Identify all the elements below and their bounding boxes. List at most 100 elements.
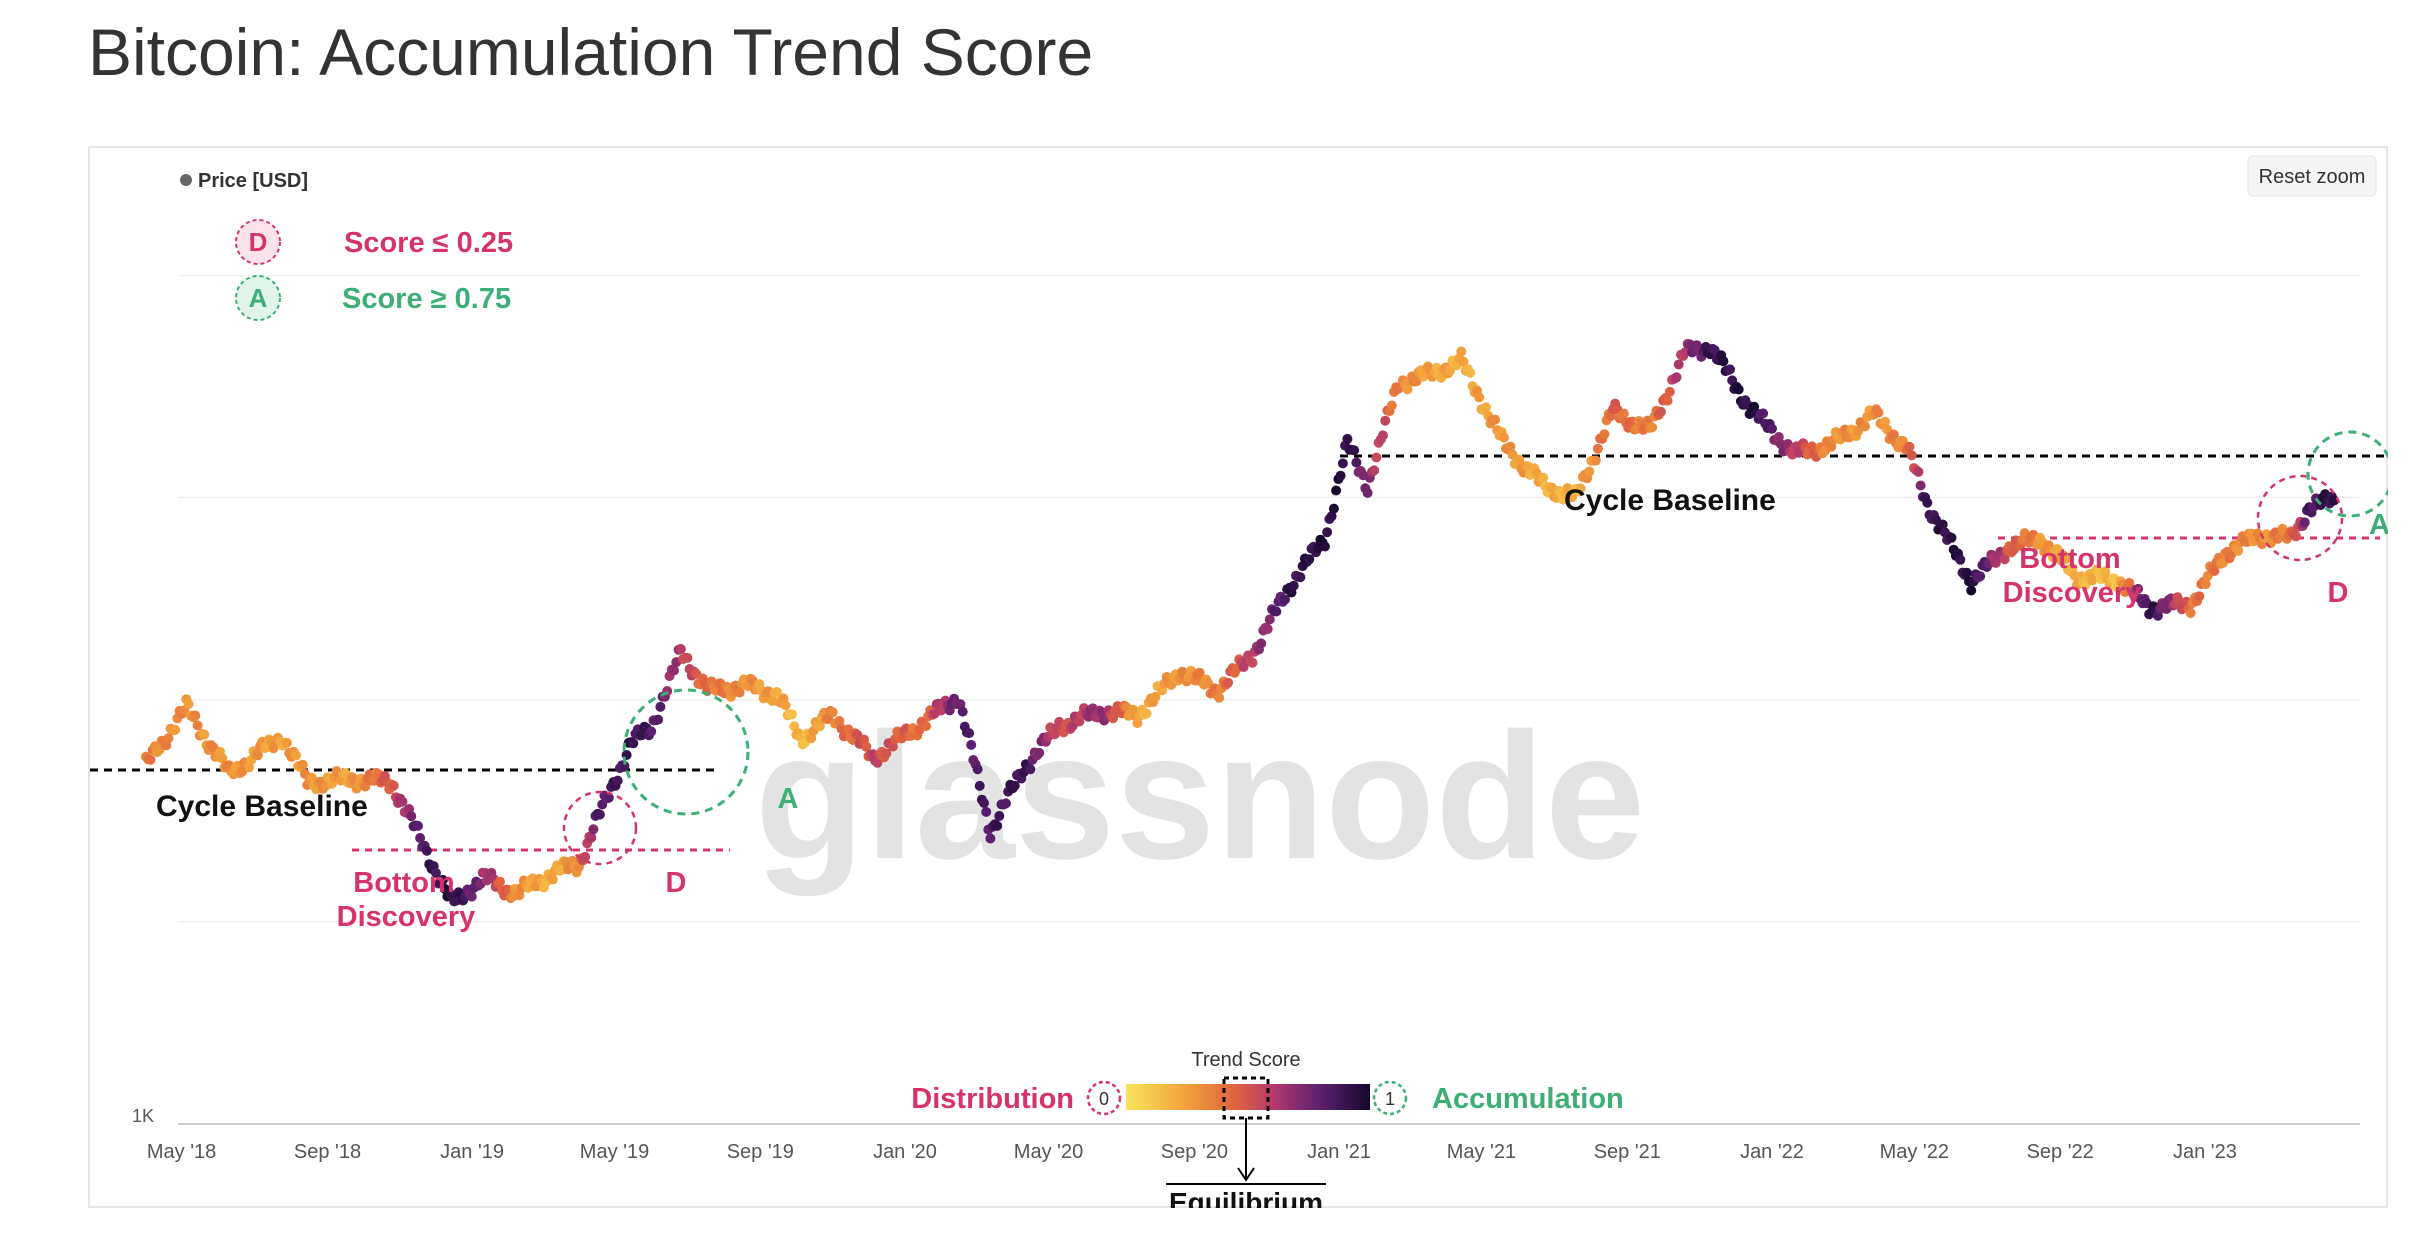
page-title: Bitcoin: Accumulation Trend Score: [88, 15, 1094, 89]
svg-text:Reset zoom: Reset zoom: [2259, 166, 2366, 188]
price-point: [2194, 591, 2205, 602]
price-point: [431, 868, 441, 878]
x-tick-label: Sep '18: [294, 1141, 361, 1163]
price-point: [985, 833, 996, 844]
price-point: [183, 699, 194, 709]
price-point: [653, 714, 664, 725]
colorbar-title: Trend Score: [1191, 1049, 1300, 1071]
price-point: [1647, 422, 1658, 433]
price-point: [1349, 445, 1360, 456]
price-point: [1108, 713, 1118, 724]
price-point: [861, 741, 872, 752]
price-point: [964, 728, 975, 739]
price-point: [1335, 470, 1346, 481]
price-point: [2067, 563, 2078, 574]
price-point: [588, 824, 599, 835]
price-point: [921, 721, 931, 732]
price-point: [406, 811, 417, 822]
price-point: [887, 741, 898, 752]
cycle-baseline-label-1: Cycle Baseline: [156, 790, 368, 823]
price-point: [1009, 780, 1020, 791]
price-point: [1904, 441, 1915, 452]
equilibrium-box: [1222, 1076, 1270, 1120]
price-point: [1725, 364, 1735, 375]
price-point: [1915, 480, 1926, 491]
price-point: [1937, 519, 1948, 530]
price-point: [190, 710, 201, 721]
accumulation-score-text: Score ≥ 0.75: [342, 283, 511, 315]
x-tick-label: Jan '21: [1307, 1141, 1371, 1163]
x-tick-label: Jan '19: [440, 1141, 504, 1163]
price-point: [1873, 407, 1884, 418]
x-tick-label: May '22: [1880, 1141, 1949, 1163]
price-point: [1380, 415, 1391, 426]
price-point: [682, 652, 693, 663]
price-point: [628, 738, 639, 749]
x-tick-label: May '18: [147, 1141, 216, 1163]
price-point: [2100, 566, 2111, 577]
price-point: [966, 739, 977, 750]
price-point: [2061, 553, 2071, 564]
price-point: [1584, 466, 1595, 477]
price-point: [1319, 541, 1330, 552]
price-point: [771, 687, 782, 697]
x-tick-label: Sep '22: [2027, 1141, 2094, 1163]
price-point: [1247, 657, 1258, 668]
price-point: [1664, 386, 1675, 397]
price-point: [1141, 708, 1152, 719]
price-point: [1025, 764, 1036, 775]
price-point: [466, 891, 477, 902]
price-point: [1458, 356, 1469, 367]
price-point: [1505, 441, 1516, 452]
price-legend-label[interactable]: Price [USD]: [198, 170, 308, 192]
colorbar-max-label: 1: [1385, 1089, 1395, 1109]
price-point: [163, 733, 174, 744]
price-point: [1342, 433, 1353, 444]
price-point: [972, 764, 983, 775]
price-point: [1288, 580, 1299, 591]
price-point: [1538, 472, 1549, 483]
price-point: [1402, 384, 1413, 395]
price-point: [580, 851, 591, 862]
price-point: [1378, 430, 1388, 441]
price-point: [1922, 497, 1933, 508]
price-point: [1362, 487, 1373, 498]
distribution-circle-2: [2256, 474, 2344, 562]
price-point: [1262, 624, 1273, 634]
price-point: [1000, 798, 1011, 809]
x-tick-label: May '19: [580, 1141, 649, 1163]
price-point: [397, 796, 408, 807]
price-point: [1718, 356, 1729, 367]
price-point: [1386, 400, 1397, 411]
price-point: [881, 748, 892, 759]
price-point: [2233, 545, 2244, 556]
x-tick-label: May '21: [1447, 1141, 1516, 1163]
reset-zoom-button[interactable]: Reset zoom: [2247, 155, 2377, 197]
bottom-discovery-label-2b: Discovery: [2003, 577, 2142, 609]
price-series: [141, 338, 2340, 907]
price-point: [1194, 667, 1205, 678]
price-point: [957, 706, 968, 717]
distribution-badge: [235, 219, 281, 265]
price-point: [495, 876, 505, 887]
price-point: [252, 750, 263, 761]
chart-panel: glassnode Price [USD] Reset zoom D Score…: [88, 146, 2388, 1208]
distribution-circle-1: [562, 790, 638, 866]
d-marker-2: D: [2328, 577, 2349, 609]
price-point: [1767, 423, 1777, 434]
price-point: [1906, 450, 1917, 461]
price-point: [217, 753, 228, 764]
price-point: [1256, 638, 1267, 649]
price-point: [2133, 583, 2144, 594]
price-point: [1961, 567, 1972, 578]
price-point: [872, 757, 883, 768]
price-point: [994, 811, 1005, 821]
x-axis-ticks: May '18 Sep '18 Jan '19 May '19 Sep '19 Jan '…: [147, 1141, 2237, 1163]
price-point: [1673, 359, 1684, 370]
equilibrium-label: Equilibrium: [1169, 1187, 1323, 1208]
colorbar-gradient: [1126, 1084, 1370, 1110]
price-point: [1897, 435, 1908, 446]
price-point: [547, 874, 558, 885]
price-point: [780, 700, 791, 711]
price-point: [675, 644, 686, 654]
